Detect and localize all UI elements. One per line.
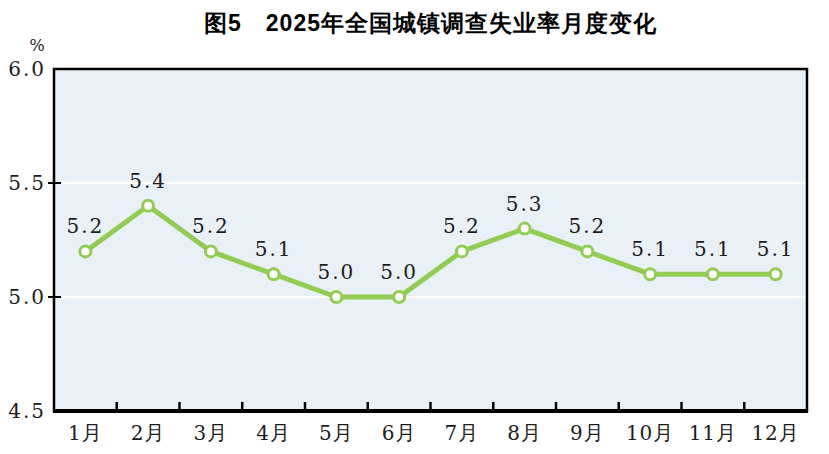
data-point-label: 5.2 (443, 214, 481, 238)
data-point-marker (707, 269, 718, 280)
data-point-label: 5.4 (129, 169, 167, 193)
data-point-label: 5.2 (192, 214, 230, 238)
y-axis-label: 5.0 (8, 285, 46, 309)
data-point-marker (331, 292, 342, 303)
data-point-marker (205, 246, 216, 257)
figure-5-unemployment-chart: 图5 2025年全国城镇调查失业率月度变化 4.55.05.56.0%5.25.… (0, 0, 829, 454)
data-point-marker (770, 269, 781, 280)
y-axis-unit-label: % (29, 36, 44, 55)
x-axis-label: 7月 (445, 421, 480, 445)
x-axis-label: 6月 (382, 421, 417, 445)
y-axis-label: 4.5 (8, 399, 46, 423)
data-point-marker (519, 223, 530, 234)
data-point-marker (645, 269, 656, 280)
data-point-label: 5.3 (506, 192, 544, 216)
data-point-marker (582, 246, 593, 257)
x-axis-label: 3月 (194, 421, 229, 445)
x-axis-label: 12月 (751, 421, 799, 445)
data-point-label: 5.0 (317, 260, 355, 284)
data-point-marker (268, 269, 279, 280)
x-axis-label: 5月 (319, 421, 354, 445)
data-point-label: 5.2 (568, 214, 606, 238)
x-axis-label: 4月 (256, 421, 291, 445)
data-point-marker (456, 246, 467, 257)
data-point-label: 5.1 (255, 237, 293, 261)
data-point-marker (143, 200, 154, 211)
x-axis-label: 9月 (570, 421, 605, 445)
y-axis-label: 5.5 (8, 171, 46, 195)
data-point-label: 5.1 (694, 237, 732, 261)
data-point-label: 5.1 (631, 237, 669, 261)
data-point-marker (394, 292, 405, 303)
y-axis-label: 6.0 (8, 57, 46, 81)
x-axis-label: 2月 (131, 421, 166, 445)
data-point-label: 5.2 (66, 214, 104, 238)
x-axis-label: 11月 (689, 421, 737, 445)
x-axis-label: 8月 (507, 421, 542, 445)
x-axis-label: 10月 (626, 421, 674, 445)
data-point-label: 5.0 (380, 260, 418, 284)
x-axis-label: 1月 (68, 421, 103, 445)
line-chart-canvas: 4.5 5.0 5.5 6.0% 5.2 5.4 5.2 5.1 5.0 5.0 5.2 5.3 5.2… (0, 0, 829, 454)
data-point-label: 5.1 (757, 237, 795, 261)
data-point-marker (80, 246, 91, 257)
